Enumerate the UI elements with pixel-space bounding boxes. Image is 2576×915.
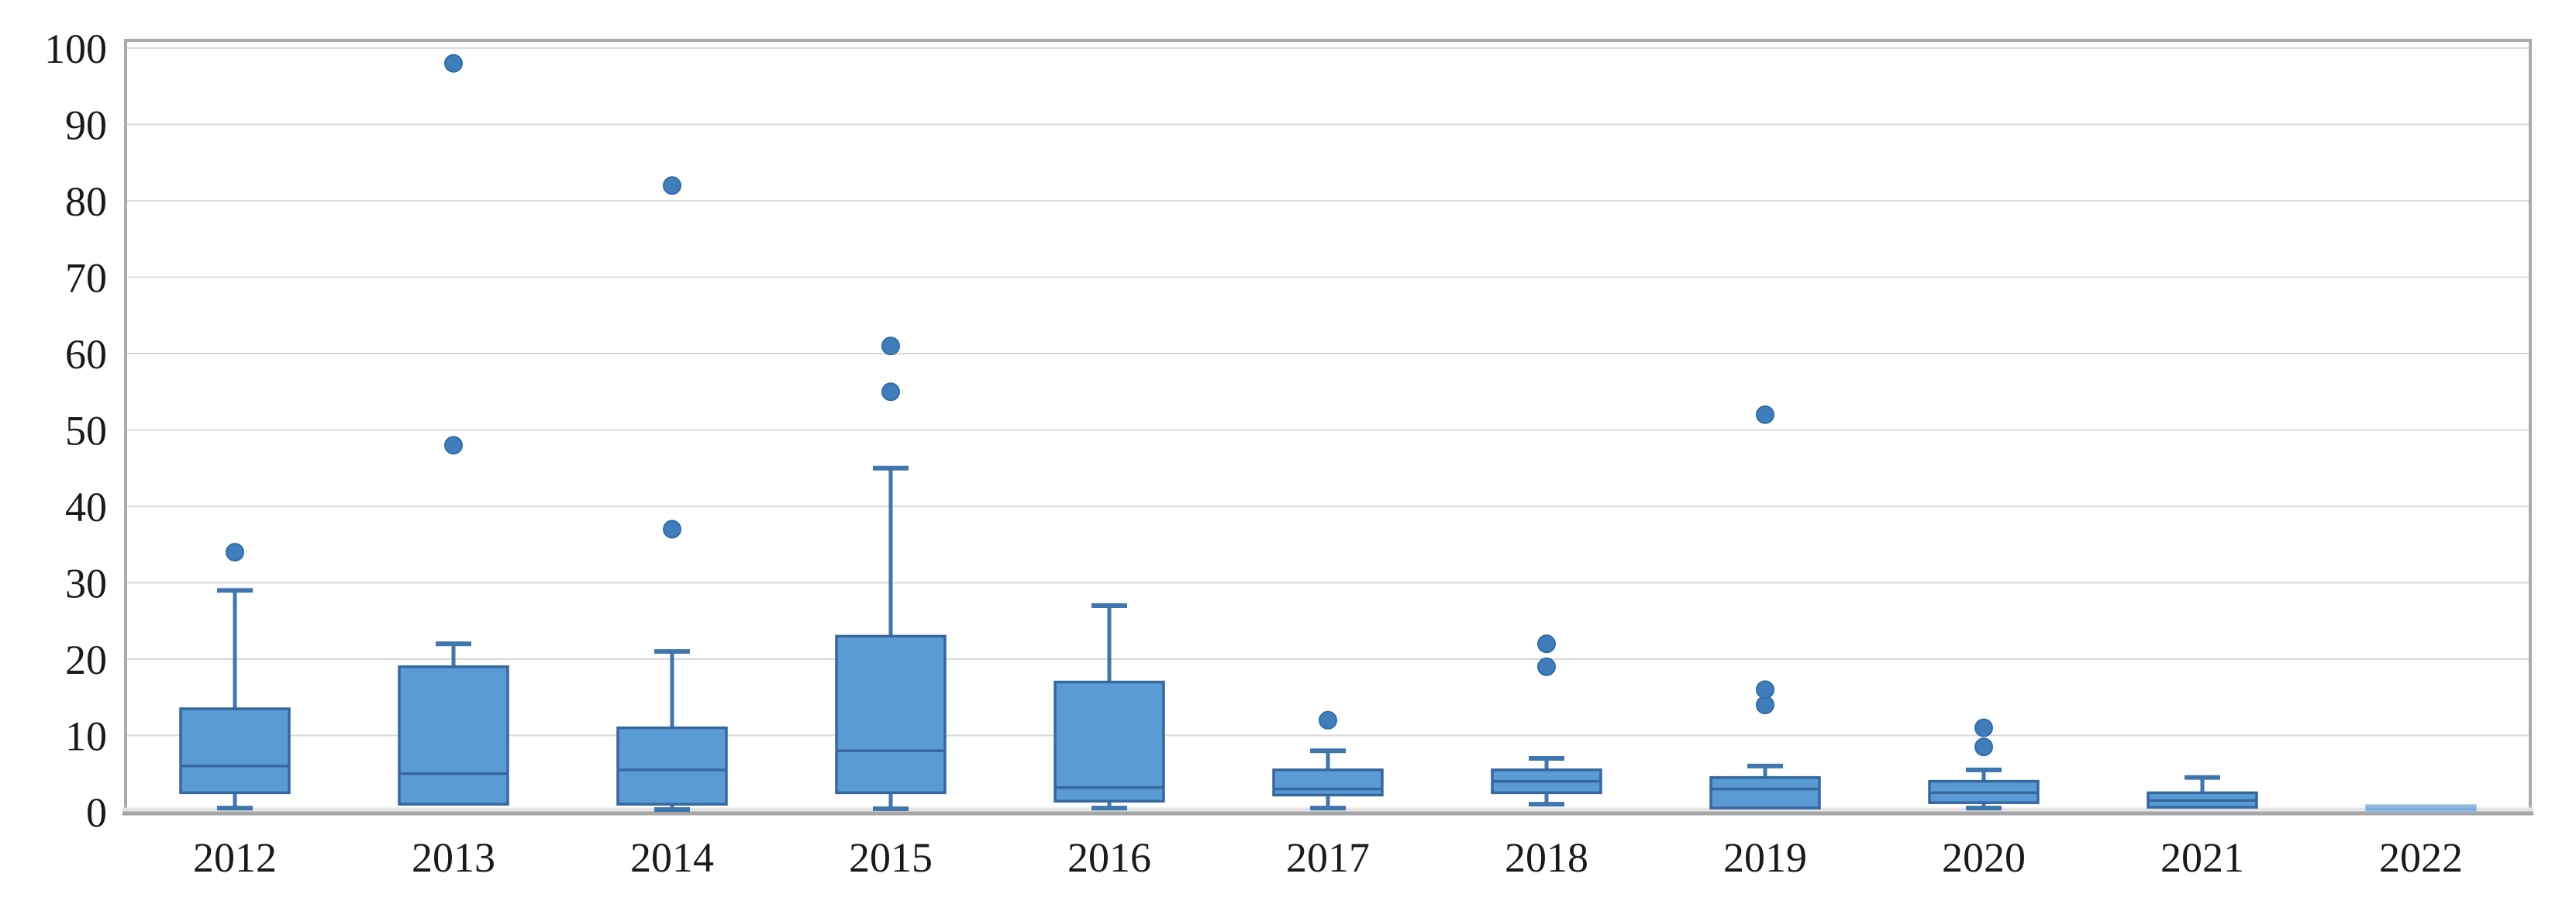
iqr-box [398,665,509,806]
plot-area [126,40,2530,812]
outlier-dot [1974,737,1993,757]
y-tick-label-100: 100 [44,26,107,72]
x-tick-label-2017: 2017 [1286,834,1370,881]
x-tick-label-2018: 2018 [1505,834,1588,881]
box-2015 [835,337,947,812]
outlier-dot [226,543,244,562]
y-tick-label-90: 90 [65,102,107,149]
y-tick-label-50: 50 [65,408,107,454]
y-tick-label-0: 0 [86,789,107,836]
box-2014 [616,176,728,813]
gridlines [126,47,2530,737]
y-tick-label-20: 20 [65,637,107,683]
outlier-dot [663,520,681,539]
outlier-dot [1319,710,1337,730]
box-2017 [1272,710,1384,811]
box-2013 [398,54,509,806]
outlier-dot [881,382,900,402]
x-tick-label-2021: 2021 [2160,834,2244,881]
outlier-dot [663,176,681,195]
y-tick-label-60: 60 [65,331,107,378]
y-tick-label-70: 70 [65,255,107,302]
box-2020 [1928,718,2040,811]
x-tick-label-2013: 2013 [412,834,495,881]
y-tick-label-40: 40 [65,484,107,530]
iqr-box [179,707,291,795]
x-tick-label-2022: 2022 [2379,834,2463,881]
y-tick-label-30: 30 [65,561,107,607]
x-tick-label-2020: 2020 [1942,834,2026,881]
outlier-dot [444,54,463,73]
y-tick-label-10: 10 [65,713,107,760]
box-2021 [2147,775,2258,809]
iqr-box [616,726,728,806]
iqr-box [1709,775,1821,810]
x-tick-label-2014: 2014 [630,834,714,881]
iqr-box [1272,768,1384,797]
outlier-dot [1974,718,1993,737]
outlier-dot [1756,680,1774,699]
x-tick-label-2015: 2015 [849,834,933,881]
box-2018 [1491,634,1602,807]
box-2012 [179,543,291,811]
x-tick-label-2019: 2019 [1723,834,1807,881]
box-2022 [2365,804,2477,813]
outlier-dot [1537,634,1556,654]
y-tick-label-80: 80 [65,178,107,225]
y-axis-labels: 0 10 20 30 40 50 60 70 80 90 100 [44,26,107,836]
outlier-dot [1537,657,1556,676]
x-axis-labels: 2012 2013 2014 2015 2016 2017 2018 2019 2020 2021… [193,834,2463,881]
x-tick-label-2016: 2016 [1067,834,1151,881]
box-2016 [1054,603,1165,811]
outlier-dot [444,436,463,455]
x-tick-label-2012: 2012 [193,834,277,881]
iqr-box [835,634,947,795]
iqr-box [1054,680,1165,803]
box-2019 [1709,405,1821,810]
outlier-dot [881,337,900,356]
outlier-dot [1756,405,1774,424]
